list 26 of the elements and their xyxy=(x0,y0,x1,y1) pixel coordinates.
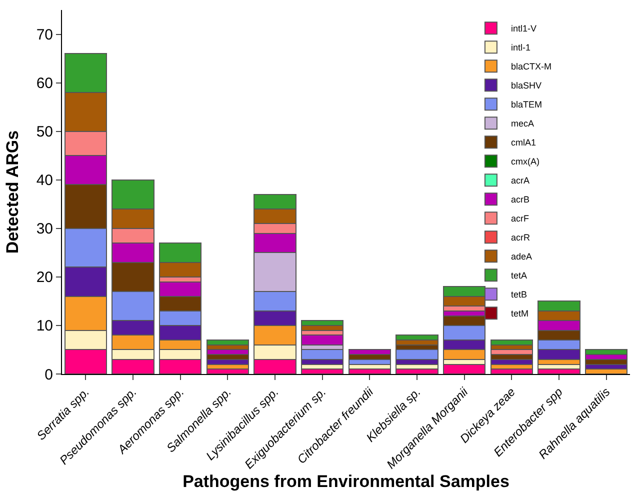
legend-label: intl1-V xyxy=(510,24,536,34)
y-tick-label: 10 xyxy=(36,318,53,335)
legend-label: blaTEM xyxy=(510,100,542,110)
legend-label: tetA xyxy=(510,270,527,281)
legend-label: tetM xyxy=(510,308,528,319)
y-tick-label: 70 xyxy=(36,26,53,44)
y-tick-label: 60 xyxy=(36,75,53,92)
y-tick-label: 0 xyxy=(44,366,53,384)
legend-label: cmlA1 xyxy=(510,138,536,148)
x-axis-title: Pathogens from Environmental Samples xyxy=(182,472,510,492)
legend-label: acrB xyxy=(510,194,530,205)
legend-label: tetB xyxy=(510,290,527,300)
y-tick-label: 20 xyxy=(36,269,53,286)
legend-label: acrF xyxy=(510,214,530,224)
legend-label: blaSHV xyxy=(510,80,542,91)
y-tick-label: 40 xyxy=(36,172,53,190)
y-tick-label: 30 xyxy=(36,220,53,238)
legend-label: acrA xyxy=(510,176,530,186)
legend-label: cmx(A) xyxy=(510,156,540,167)
y-tick-label: 50 xyxy=(36,124,53,141)
y-axis-title: Detected ARGs xyxy=(3,130,22,254)
legend-label: blaCTX-M xyxy=(510,62,552,72)
legend-label: acrR xyxy=(510,232,530,243)
legend-label: mecA xyxy=(510,118,534,129)
legend-label: adeA xyxy=(510,252,532,262)
legend-label: intl-1 xyxy=(510,42,530,53)
